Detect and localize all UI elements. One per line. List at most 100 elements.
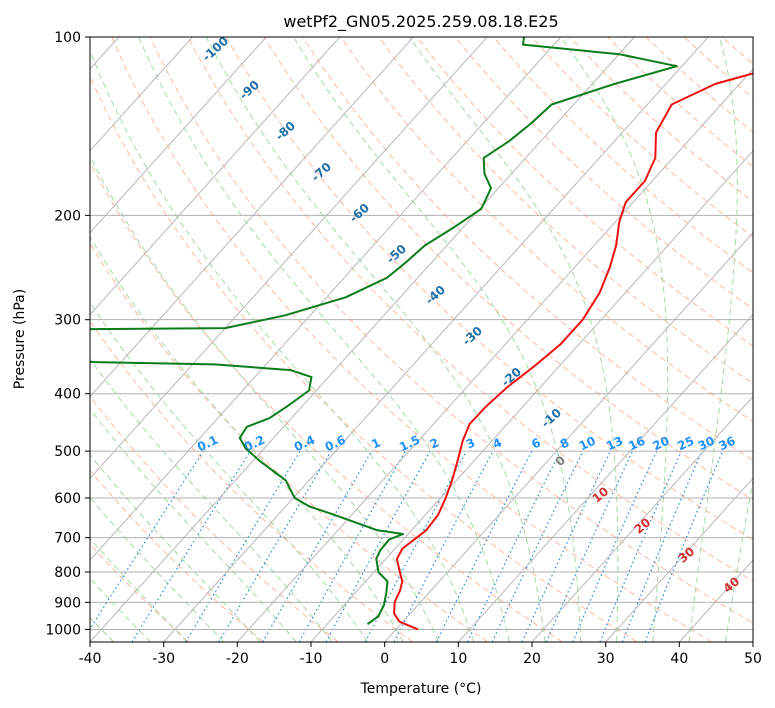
moist-adiabat (90, 408, 297, 642)
mixing-ratio-line (545, 450, 634, 642)
y-tick-label: 800 (54, 565, 81, 581)
y-tick-label: 100 (54, 30, 81, 46)
y-tick-label: 900 (54, 595, 81, 611)
chart-title: wetPf2_GN05.2025.259.08.18.E25 (283, 12, 558, 32)
dry-adiabat (454, 37, 753, 310)
dry-adiabat (645, 37, 753, 133)
isotherm (90, 37, 488, 480)
dry-adiabat (90, 320, 414, 642)
axis-ticks: -40 -30 -20 -10 0 10 20 30 40 5010020030040050060… (45, 30, 762, 667)
x-axis-label: Temperature (°C) (360, 681, 482, 697)
isotherm (752, 641, 753, 642)
y-tick-label: 700 (54, 531, 81, 547)
dry-adiabat (149, 37, 753, 624)
moist-adiabat (90, 496, 225, 642)
plot-grid (90, 37, 775, 642)
isotherm (236, 68, 753, 642)
y-axis-label: Pressure (hPa) (12, 289, 28, 389)
dry-adiabat (90, 543, 190, 642)
x-tick-label: 0 (380, 651, 389, 667)
mixing-ratio-line (491, 450, 584, 642)
x-tick-label: 20 (523, 651, 541, 667)
moist-adiabat (293, 37, 582, 642)
moist-adiabat (688, 37, 738, 642)
x-tick-label: -40 (79, 651, 102, 667)
dry-adiabat-label: -10 (539, 406, 564, 431)
moist-adiabat (90, 537, 188, 642)
moist-adiabat (90, 358, 333, 642)
mixing-ratio-line (90, 450, 204, 631)
mixing-ratio-label: 30 (696, 434, 717, 454)
mixing-ratio-line (131, 450, 251, 642)
moist-adiabat-label: 0 (553, 453, 568, 469)
isotherm (90, 37, 562, 561)
isotherm (310, 150, 753, 642)
isotherm (605, 477, 753, 642)
dry-adiabat-label: -60 (347, 201, 372, 226)
dry-adiabat (90, 242, 488, 642)
moist-adiabat (560, 37, 669, 642)
x-tick-label: 30 (597, 651, 615, 667)
isotherm (90, 37, 341, 316)
moist-adiabat (762, 37, 775, 642)
dewpoint-line (90, 37, 678, 331)
dry-adiabat (264, 37, 753, 501)
mixing-ratio-line (364, 450, 467, 642)
dry-adiabat-label: -80 (273, 119, 298, 144)
mixing-ratio-label: 4 (491, 435, 504, 451)
dry-adiabat (416, 37, 753, 347)
moist-adiabat-label: 20 (632, 515, 654, 536)
dry-adiabat (683, 37, 753, 99)
isotherm (163, 37, 709, 642)
moist-adiabat (90, 155, 439, 642)
moist-adiabat (725, 477, 753, 642)
isotherm (90, 37, 193, 152)
dry-adiabat (90, 395, 339, 642)
isotherm (90, 37, 267, 234)
mixing-ratio-label: 1 (369, 435, 382, 451)
dewpoint-line (90, 360, 405, 626)
mixing-ratio-line (644, 450, 724, 642)
dry-adiabat (378, 37, 753, 385)
mixing-ratio-label: 10 (577, 434, 598, 454)
mixing-ratio-line (185, 450, 301, 642)
y-tick-label: 600 (54, 491, 81, 507)
dry-adiabat (531, 37, 753, 238)
y-tick-label: 300 (54, 313, 81, 329)
mixing-ratio-line (298, 450, 406, 642)
x-tick-label: 40 (670, 651, 688, 667)
mixing-ratio-line (218, 450, 332, 642)
y-tick-label: 400 (54, 387, 81, 403)
x-tick-label: 50 (744, 651, 762, 667)
moist-adiabat (90, 301, 369, 642)
y-tick-label: 200 (54, 208, 81, 224)
moist-adiabat (205, 37, 546, 642)
moist-adiabat (90, 49, 475, 642)
mixing-ratio-line (599, 450, 682, 642)
dry-adiabat-label: -40 (423, 283, 448, 308)
isotherm (457, 313, 753, 642)
isotherm (531, 395, 753, 642)
mixing-ratio-label: 20 (651, 434, 672, 454)
mixing-ratio-label: 36 (716, 434, 737, 454)
x-tick-label: -10 (300, 651, 323, 667)
moist-adiabat-label: 30 (676, 544, 698, 565)
dry-adiabat-label: -30 (460, 324, 485, 349)
x-tick-label: -20 (226, 651, 249, 667)
mixing-ratio-line (325, 450, 431, 642)
plot-frame (89, 36, 754, 643)
plot-series (90, 37, 753, 631)
x-tick-label: 10 (449, 651, 467, 667)
mixing-ratio-label: 8 (558, 435, 571, 451)
mixing-ratio-label: 13 (604, 434, 625, 454)
dry-adiabat-label: -100 (199, 34, 231, 64)
temperature-line (393, 72, 753, 631)
dry-adiabat (761, 37, 775, 642)
dry-adiabat (493, 37, 753, 274)
dry-adiabat-label: -70 (309, 160, 334, 185)
x-tick-label: -30 (152, 651, 175, 667)
mixing-ratio-line (466, 450, 561, 642)
moist-adiabat-label: 10 (590, 484, 612, 505)
isotherm (384, 231, 753, 642)
mixing-ratio-line (572, 450, 658, 642)
